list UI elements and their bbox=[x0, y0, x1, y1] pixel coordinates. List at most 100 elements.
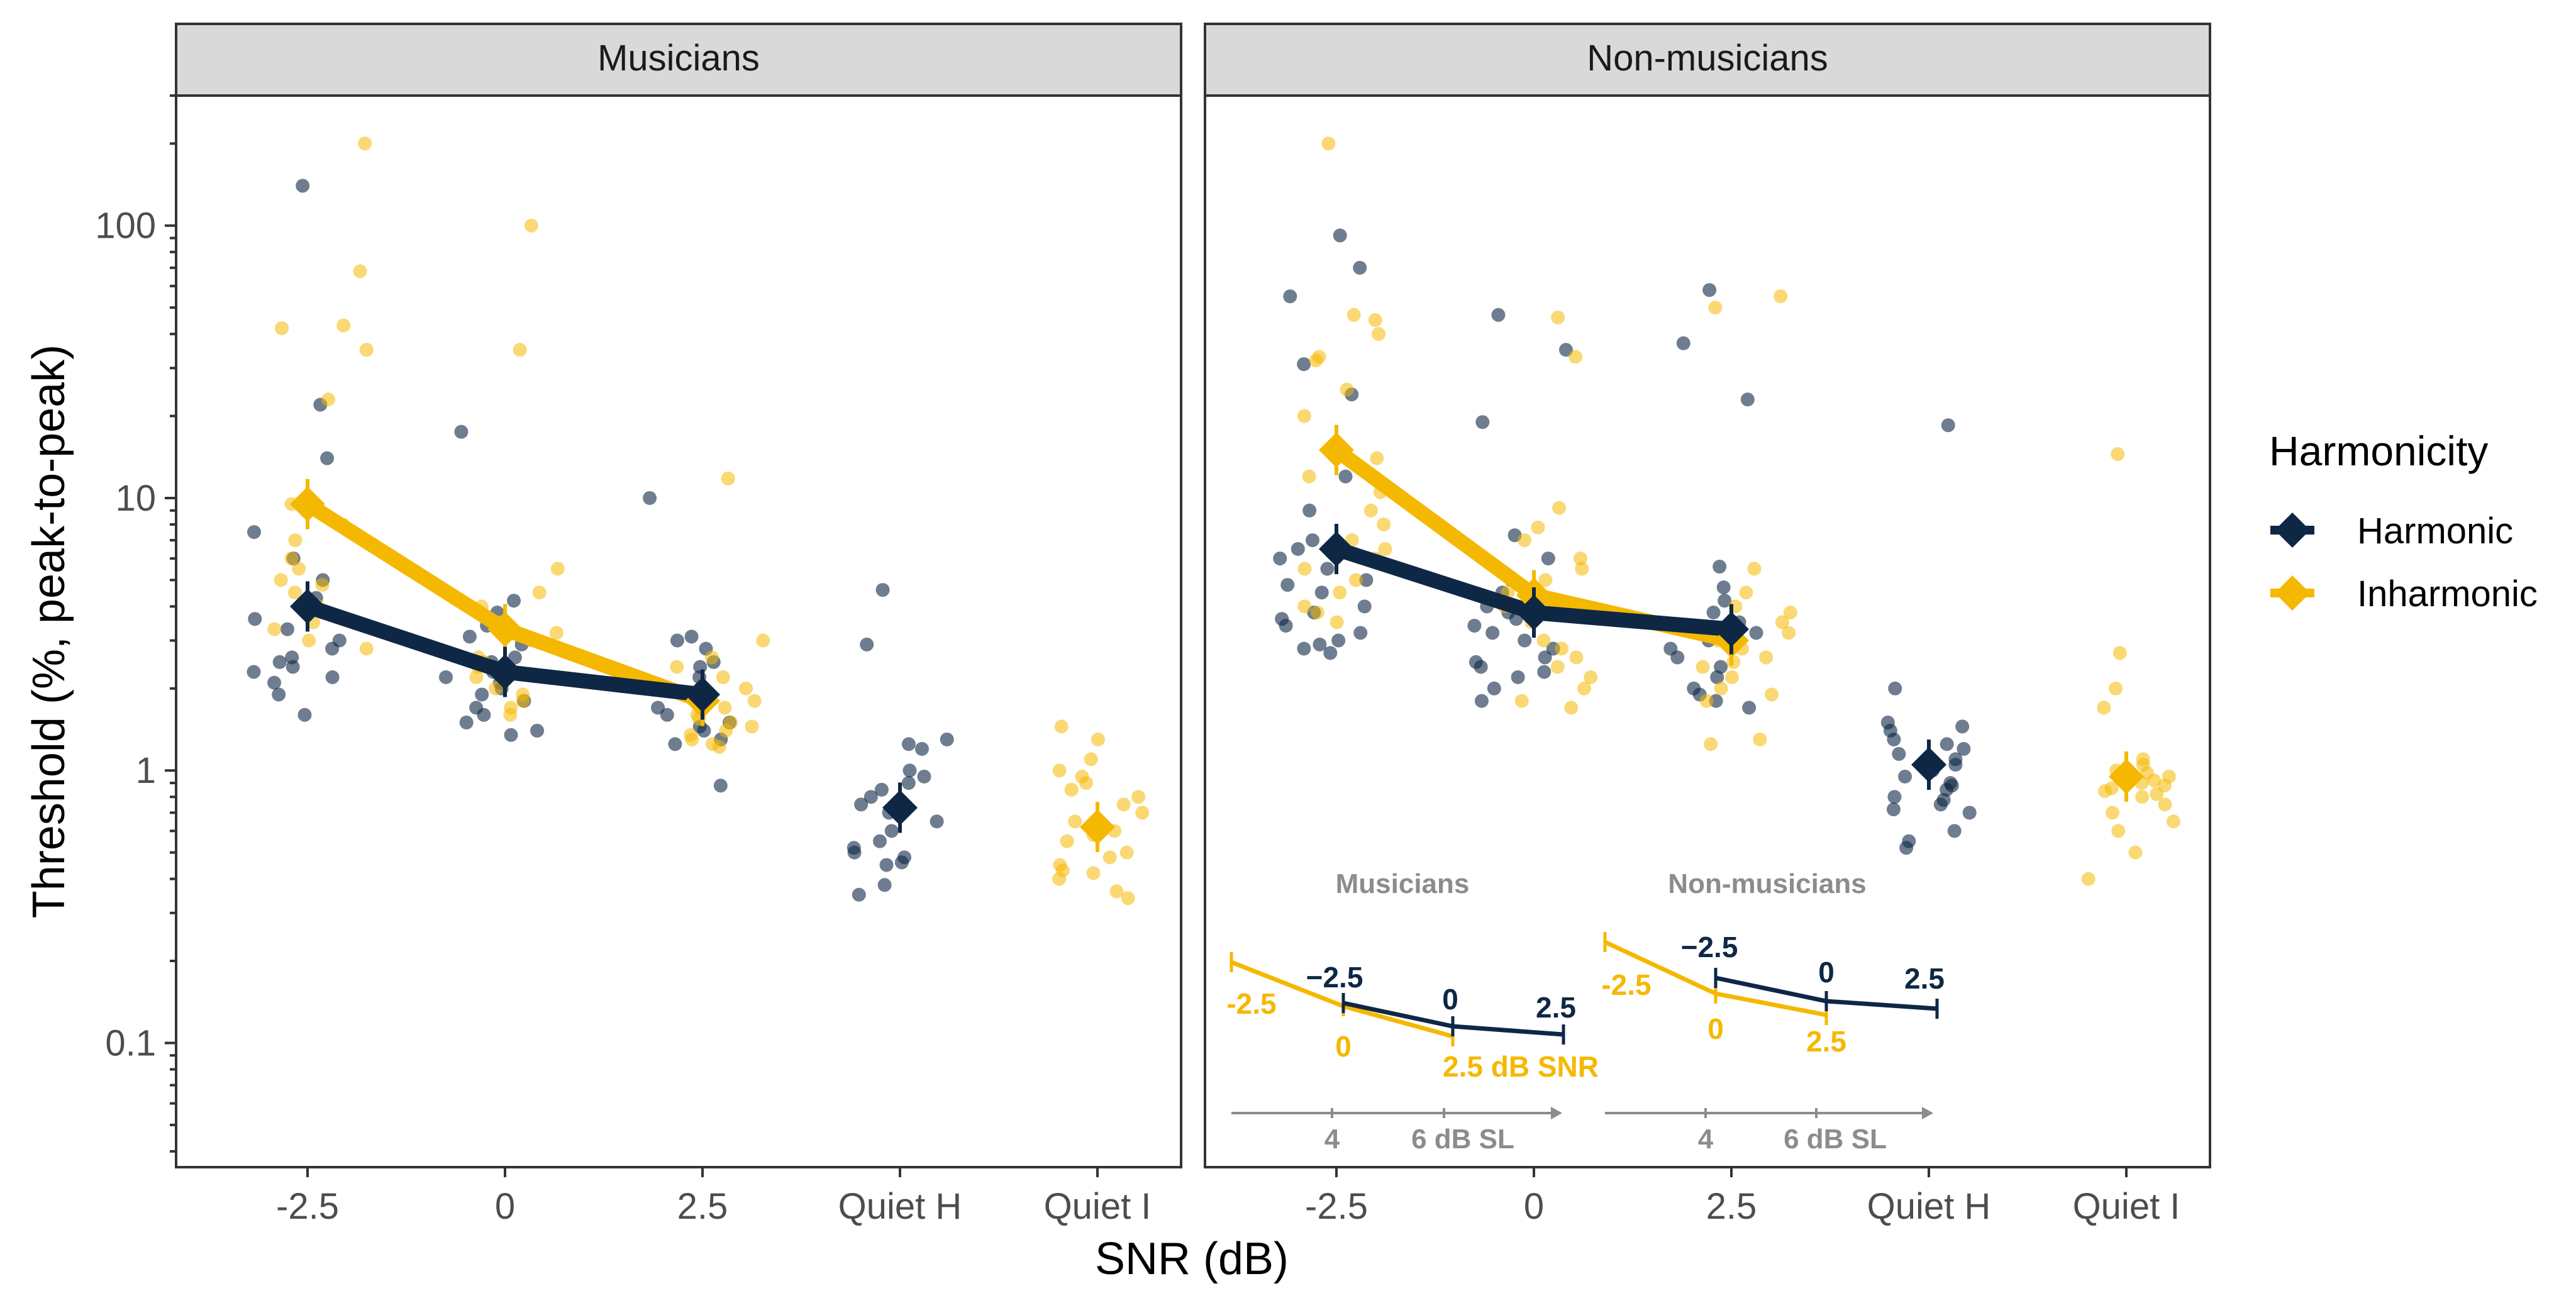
x-axis-title: SNR (dB) bbox=[1095, 1234, 1289, 1284]
data-point-inharmonic bbox=[745, 719, 759, 734]
data-point-inharmonic bbox=[1052, 872, 1067, 886]
data-point-harmonic bbox=[1518, 633, 1532, 648]
data-point-harmonic bbox=[863, 790, 878, 804]
data-point-harmonic bbox=[930, 814, 944, 829]
mean-marker-harmonic bbox=[1516, 595, 1552, 631]
mean-marker-inharmonic bbox=[487, 611, 523, 647]
data-point-inharmonic bbox=[2112, 646, 2127, 660]
data-point-inharmonic bbox=[532, 585, 547, 600]
data-point-harmonic bbox=[297, 707, 312, 722]
data-point-inharmonic bbox=[1054, 719, 1069, 734]
data-point-inharmonic bbox=[1370, 451, 1384, 465]
data-point-inharmonic bbox=[1372, 327, 1386, 341]
inset-inharmonic-label-musicians: -2.5 bbox=[1226, 987, 1276, 1020]
data-point-harmonic bbox=[917, 769, 931, 784]
inset-inharmonic-label-non-musicians: 0 bbox=[1707, 1012, 1724, 1045]
data-point-harmonic bbox=[475, 687, 489, 702]
data-point-harmonic bbox=[247, 525, 261, 540]
inset-sl-arrowhead-non-musicians bbox=[1922, 1107, 1933, 1119]
y-tick-label: 0.1 bbox=[105, 1023, 156, 1063]
data-point-inharmonic bbox=[1747, 562, 1762, 576]
data-point-harmonic bbox=[459, 715, 474, 729]
data-point-harmonic bbox=[901, 776, 916, 790]
data-point-inharmonic bbox=[1714, 681, 1728, 696]
data-point-harmonic bbox=[854, 797, 869, 812]
data-point-inharmonic bbox=[721, 471, 735, 485]
legend-marker-inharmonic bbox=[2275, 575, 2310, 611]
data-point-inharmonic bbox=[1726, 655, 1741, 669]
mean-marker-inharmonic bbox=[1319, 432, 1354, 468]
data-point-harmonic bbox=[1710, 670, 1724, 684]
data-point-inharmonic bbox=[288, 533, 303, 548]
inset-sl-label-musicians: 6 dB SL bbox=[1411, 1124, 1514, 1155]
data-point-harmonic bbox=[1491, 308, 1506, 322]
data-point-inharmonic bbox=[2081, 872, 2096, 886]
data-point-inharmonic bbox=[2111, 447, 2125, 462]
data-point-inharmonic bbox=[359, 343, 374, 357]
data-point-harmonic bbox=[873, 834, 887, 848]
data-point-harmonic bbox=[1713, 560, 1727, 574]
means-layer-non-musicians bbox=[1319, 424, 2144, 802]
data-point-inharmonic bbox=[2166, 814, 2180, 829]
mean-marker-harmonic bbox=[487, 654, 523, 690]
data-point-harmonic bbox=[874, 782, 889, 797]
data-point-inharmonic bbox=[469, 670, 484, 684]
mean-marker-inharmonic bbox=[290, 486, 325, 522]
data-point-inharmonic bbox=[1060, 834, 1074, 848]
data-point-harmonic bbox=[1359, 573, 1374, 587]
inset-harmonic-label-non-musicians: 0 bbox=[1818, 956, 1835, 989]
data-point-inharmonic bbox=[336, 318, 351, 333]
data-point-inharmonic bbox=[2147, 773, 2162, 787]
data-point-harmonic bbox=[1283, 289, 1297, 304]
data-point-harmonic bbox=[1314, 585, 1329, 600]
data-point-harmonic bbox=[530, 723, 545, 738]
data-point-harmonic bbox=[1353, 260, 1367, 275]
data-point-harmonic bbox=[1485, 626, 1500, 640]
data-point-inharmonic bbox=[1119, 845, 1134, 860]
data-point-harmonic bbox=[1962, 806, 1977, 820]
inset-title-non-musicians: Non-musicians bbox=[1668, 868, 1866, 899]
data-point-inharmonic bbox=[718, 701, 732, 715]
data-point-inharmonic bbox=[503, 707, 518, 722]
data-point-inharmonic bbox=[1309, 353, 1323, 368]
data-point-harmonic bbox=[1280, 578, 1295, 592]
mean-marker-harmonic bbox=[1911, 747, 1946, 783]
data-point-harmonic bbox=[847, 845, 862, 860]
data-point-harmonic bbox=[1887, 732, 1901, 746]
data-point-inharmonic bbox=[292, 562, 306, 576]
data-point-harmonic bbox=[670, 633, 684, 648]
x-tick-label: 2.5 bbox=[1706, 1186, 1757, 1227]
legend-title: Harmonicity bbox=[2269, 428, 2488, 474]
data-point-inharmonic bbox=[1564, 701, 1579, 715]
data-point-inharmonic bbox=[2158, 797, 2172, 812]
data-point-harmonic bbox=[877, 878, 892, 892]
data-point-inharmonic bbox=[2106, 806, 2120, 820]
data-point-harmonic bbox=[280, 622, 294, 636]
data-point-harmonic bbox=[1297, 641, 1311, 656]
panel-strip-non-musicians bbox=[1204, 23, 2211, 97]
data-point-harmonic bbox=[1273, 552, 1287, 566]
data-point-harmonic bbox=[1957, 741, 1971, 756]
data-point-inharmonic bbox=[747, 694, 762, 708]
panel-title-non-musicians: Non-musicians bbox=[1587, 38, 1828, 79]
data-point-inharmonic bbox=[2109, 681, 2123, 696]
data-point-inharmonic bbox=[1368, 313, 1382, 327]
data-point-inharmonic bbox=[1552, 501, 1567, 515]
inset-harmonic-label-musicians: 0 bbox=[1442, 983, 1458, 1016]
data-point-inharmonic bbox=[1109, 884, 1124, 899]
data-point-inharmonic bbox=[1091, 732, 1105, 746]
data-point-harmonic bbox=[1541, 552, 1555, 566]
data-point-inharmonic bbox=[2098, 784, 2112, 799]
data-point-harmonic bbox=[1559, 343, 1574, 357]
data-point-inharmonic bbox=[1577, 681, 1591, 696]
data-point-inharmonic bbox=[1310, 606, 1324, 620]
legend: Harmonicity Harmonic Inharmonic bbox=[2269, 428, 2538, 614]
x-tick-label: Quiet H bbox=[838, 1186, 962, 1227]
data-point-inharmonic bbox=[1764, 687, 1779, 702]
data-point-harmonic bbox=[1305, 533, 1319, 548]
data-point-inharmonic bbox=[489, 681, 503, 696]
data-point-inharmonic bbox=[1568, 350, 1583, 364]
data-point-inharmonic bbox=[1330, 615, 1344, 629]
x-tick-label: Quiet I bbox=[1044, 1186, 1152, 1227]
mean-marker-inharmonic bbox=[2109, 758, 2144, 794]
